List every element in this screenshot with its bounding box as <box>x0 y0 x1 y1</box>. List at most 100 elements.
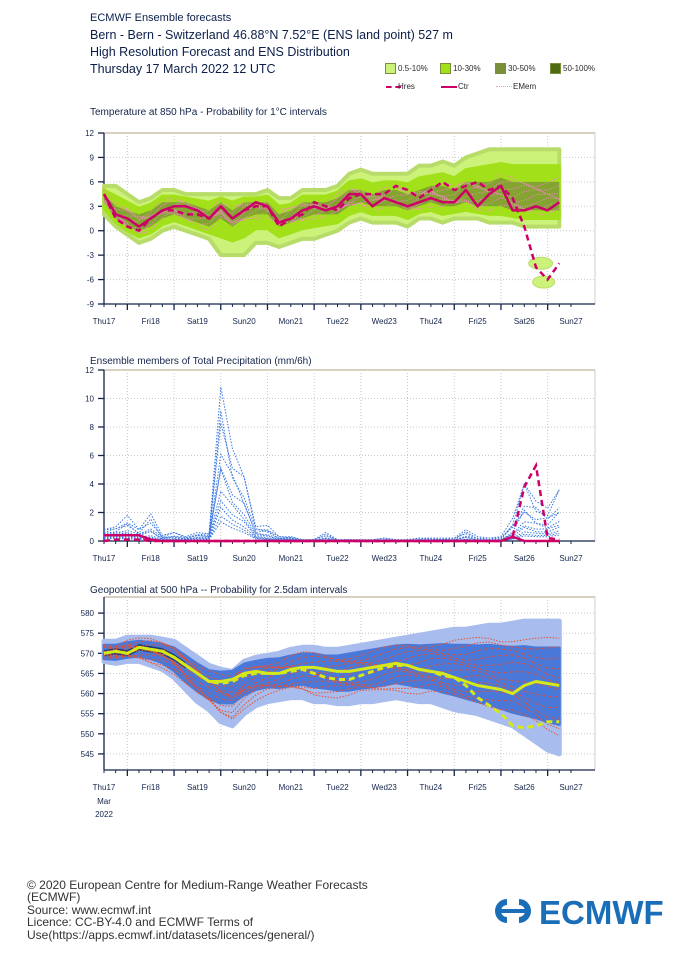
x-day-label: Sat26 <box>514 554 535 563</box>
ctr-line <box>104 534 560 543</box>
x-day-label: Mon21 <box>279 317 304 326</box>
y-tick-label: 555 <box>81 710 95 719</box>
x-day-label: Thu24 <box>420 317 443 326</box>
y-tick-label: -3 <box>87 251 95 260</box>
footer-line: (ECMWF) <box>27 890 81 905</box>
x-day-label: Fri18 <box>142 783 161 792</box>
x-day-label: Tue22 <box>326 554 349 563</box>
band-10-30pct <box>102 639 561 726</box>
y-tick-label: 560 <box>81 690 95 699</box>
legend-label: 0.5-10% <box>398 64 428 73</box>
member-line <box>103 422 560 541</box>
x-month-label: Mar <box>97 797 111 806</box>
x-day-label: Sat19 <box>187 554 208 563</box>
footer-line: © 2020 European Centre for Medium-Range … <box>27 878 368 892</box>
x-day-label: Mon21 <box>279 783 304 792</box>
x-day-label: Fri18 <box>142 317 161 326</box>
ecmwf-logo-icon: ECMWF <box>495 894 664 931</box>
x-day-label: Thu24 <box>420 554 443 563</box>
legend-label: EMem <box>513 82 537 91</box>
y-tick-label: 2 <box>90 509 95 518</box>
x-day-label: Sun27 <box>559 554 583 563</box>
member-line <box>103 644 560 694</box>
legend-label: 30-50% <box>508 64 536 73</box>
chart-3: 580 575 570 565 560 555 550 545 Thu17 Fri18 Sat19 S… <box>81 596 596 819</box>
x-day-label: Tue22 <box>326 783 349 792</box>
x-day-label: Thu17 <box>93 317 116 326</box>
x-day-label: Sat19 <box>187 317 208 326</box>
forecast-subtitle: High Resolution Forecast and ENS Distrib… <box>90 45 350 59</box>
member-line <box>103 452 560 542</box>
y-tick-label: 545 <box>81 750 95 759</box>
x-day-label: Thu24 <box>420 783 443 792</box>
copyright-footer: © 2020 European Centre for Medium-Range … <box>27 879 368 941</box>
x-day-label: Sun27 <box>559 317 583 326</box>
y-tick-label: 12 <box>85 129 94 138</box>
member-line <box>103 189 560 226</box>
legend-swatch <box>385 63 396 74</box>
member-line <box>103 467 560 542</box>
chart-2: 12 10 8 6 4 2 0 Thu17 Fri18 Sat19 Sun20 Mon21 Tue22 W… <box>85 366 596 563</box>
member-line <box>103 521 560 542</box>
member-line <box>103 653 560 709</box>
member-line <box>103 490 560 542</box>
legend-swatch <box>550 63 561 74</box>
y-tick-label: 570 <box>81 649 95 658</box>
y-tick-label: 4 <box>90 480 95 489</box>
footer-line: Licence: CC-BY-4.0 and ECMWF Terms of <box>27 915 254 930</box>
hres-line <box>102 180 561 282</box>
x-day-label: Sat26 <box>514 317 535 326</box>
band-outlier <box>532 275 556 289</box>
x-day-label: Sun20 <box>233 317 257 326</box>
x-day-label: Tue22 <box>326 317 349 326</box>
y-tick-label: -6 <box>87 276 95 285</box>
run-date: Thursday 17 March 2022 12 UTC <box>90 62 276 76</box>
legend-label: 10-30% <box>453 64 481 73</box>
member-line <box>103 180 560 220</box>
y-tick-label: 9 <box>90 153 95 162</box>
x-day-label: Thu17 <box>93 783 116 792</box>
member-line <box>103 654 560 737</box>
precipitation-chart-title: Ensemble members of Total Precipitation … <box>90 356 312 367</box>
y-tick-label: 12 <box>85 366 94 375</box>
x-day-label: Thu17 <box>93 554 116 563</box>
ecmwf-logo: ECMWF <box>489 893 679 934</box>
y-tick-label: 580 <box>81 609 95 618</box>
x-day-label: Sat19 <box>187 783 208 792</box>
y-tick-label: 8 <box>90 423 95 432</box>
y-tick-label: 550 <box>81 730 95 739</box>
x-day-label: Fri18 <box>142 554 161 563</box>
y-tick-label: 3 <box>90 202 95 211</box>
legend-dashed-line <box>386 86 401 88</box>
hres-line <box>103 461 560 543</box>
member-line <box>103 652 560 720</box>
y-tick-label: 10 <box>85 395 94 404</box>
legend-swatch <box>440 63 451 74</box>
product-title: ECMWF Ensemble forecasts <box>90 12 232 24</box>
member-line <box>103 410 560 541</box>
temperature-chart-title: Temperature at 850 hPa - Probability for… <box>90 107 327 118</box>
member-line <box>103 644 560 699</box>
legend-solid-line <box>441 86 457 88</box>
x-day-label: Sun27 <box>559 783 583 792</box>
y-tick-label: 565 <box>81 669 95 678</box>
footer-line: Use(https://apps.ecmwf.int/datasets/lice… <box>27 927 315 942</box>
x-day-label: Sat26 <box>514 783 535 792</box>
member-line-max <box>103 387 560 541</box>
x-day-label: Sun20 <box>233 783 257 792</box>
legend-swatch <box>495 63 506 74</box>
x-day-label: Fri25 <box>468 317 487 326</box>
y-tick-label: -9 <box>87 300 95 309</box>
hres-line <box>103 645 560 730</box>
member-line <box>103 173 560 220</box>
member-line <box>103 186 560 226</box>
x-day-label: Wed23 <box>372 783 398 792</box>
x-day-label: Fri25 <box>468 554 487 563</box>
band-outlier <box>528 256 554 270</box>
y-tick-label: 0 <box>90 537 95 546</box>
member-line <box>103 499 560 542</box>
legend-label: 50-100% <box>563 64 596 73</box>
legend-label: Hres <box>398 82 415 91</box>
x-year-label: 2022 <box>95 810 113 819</box>
